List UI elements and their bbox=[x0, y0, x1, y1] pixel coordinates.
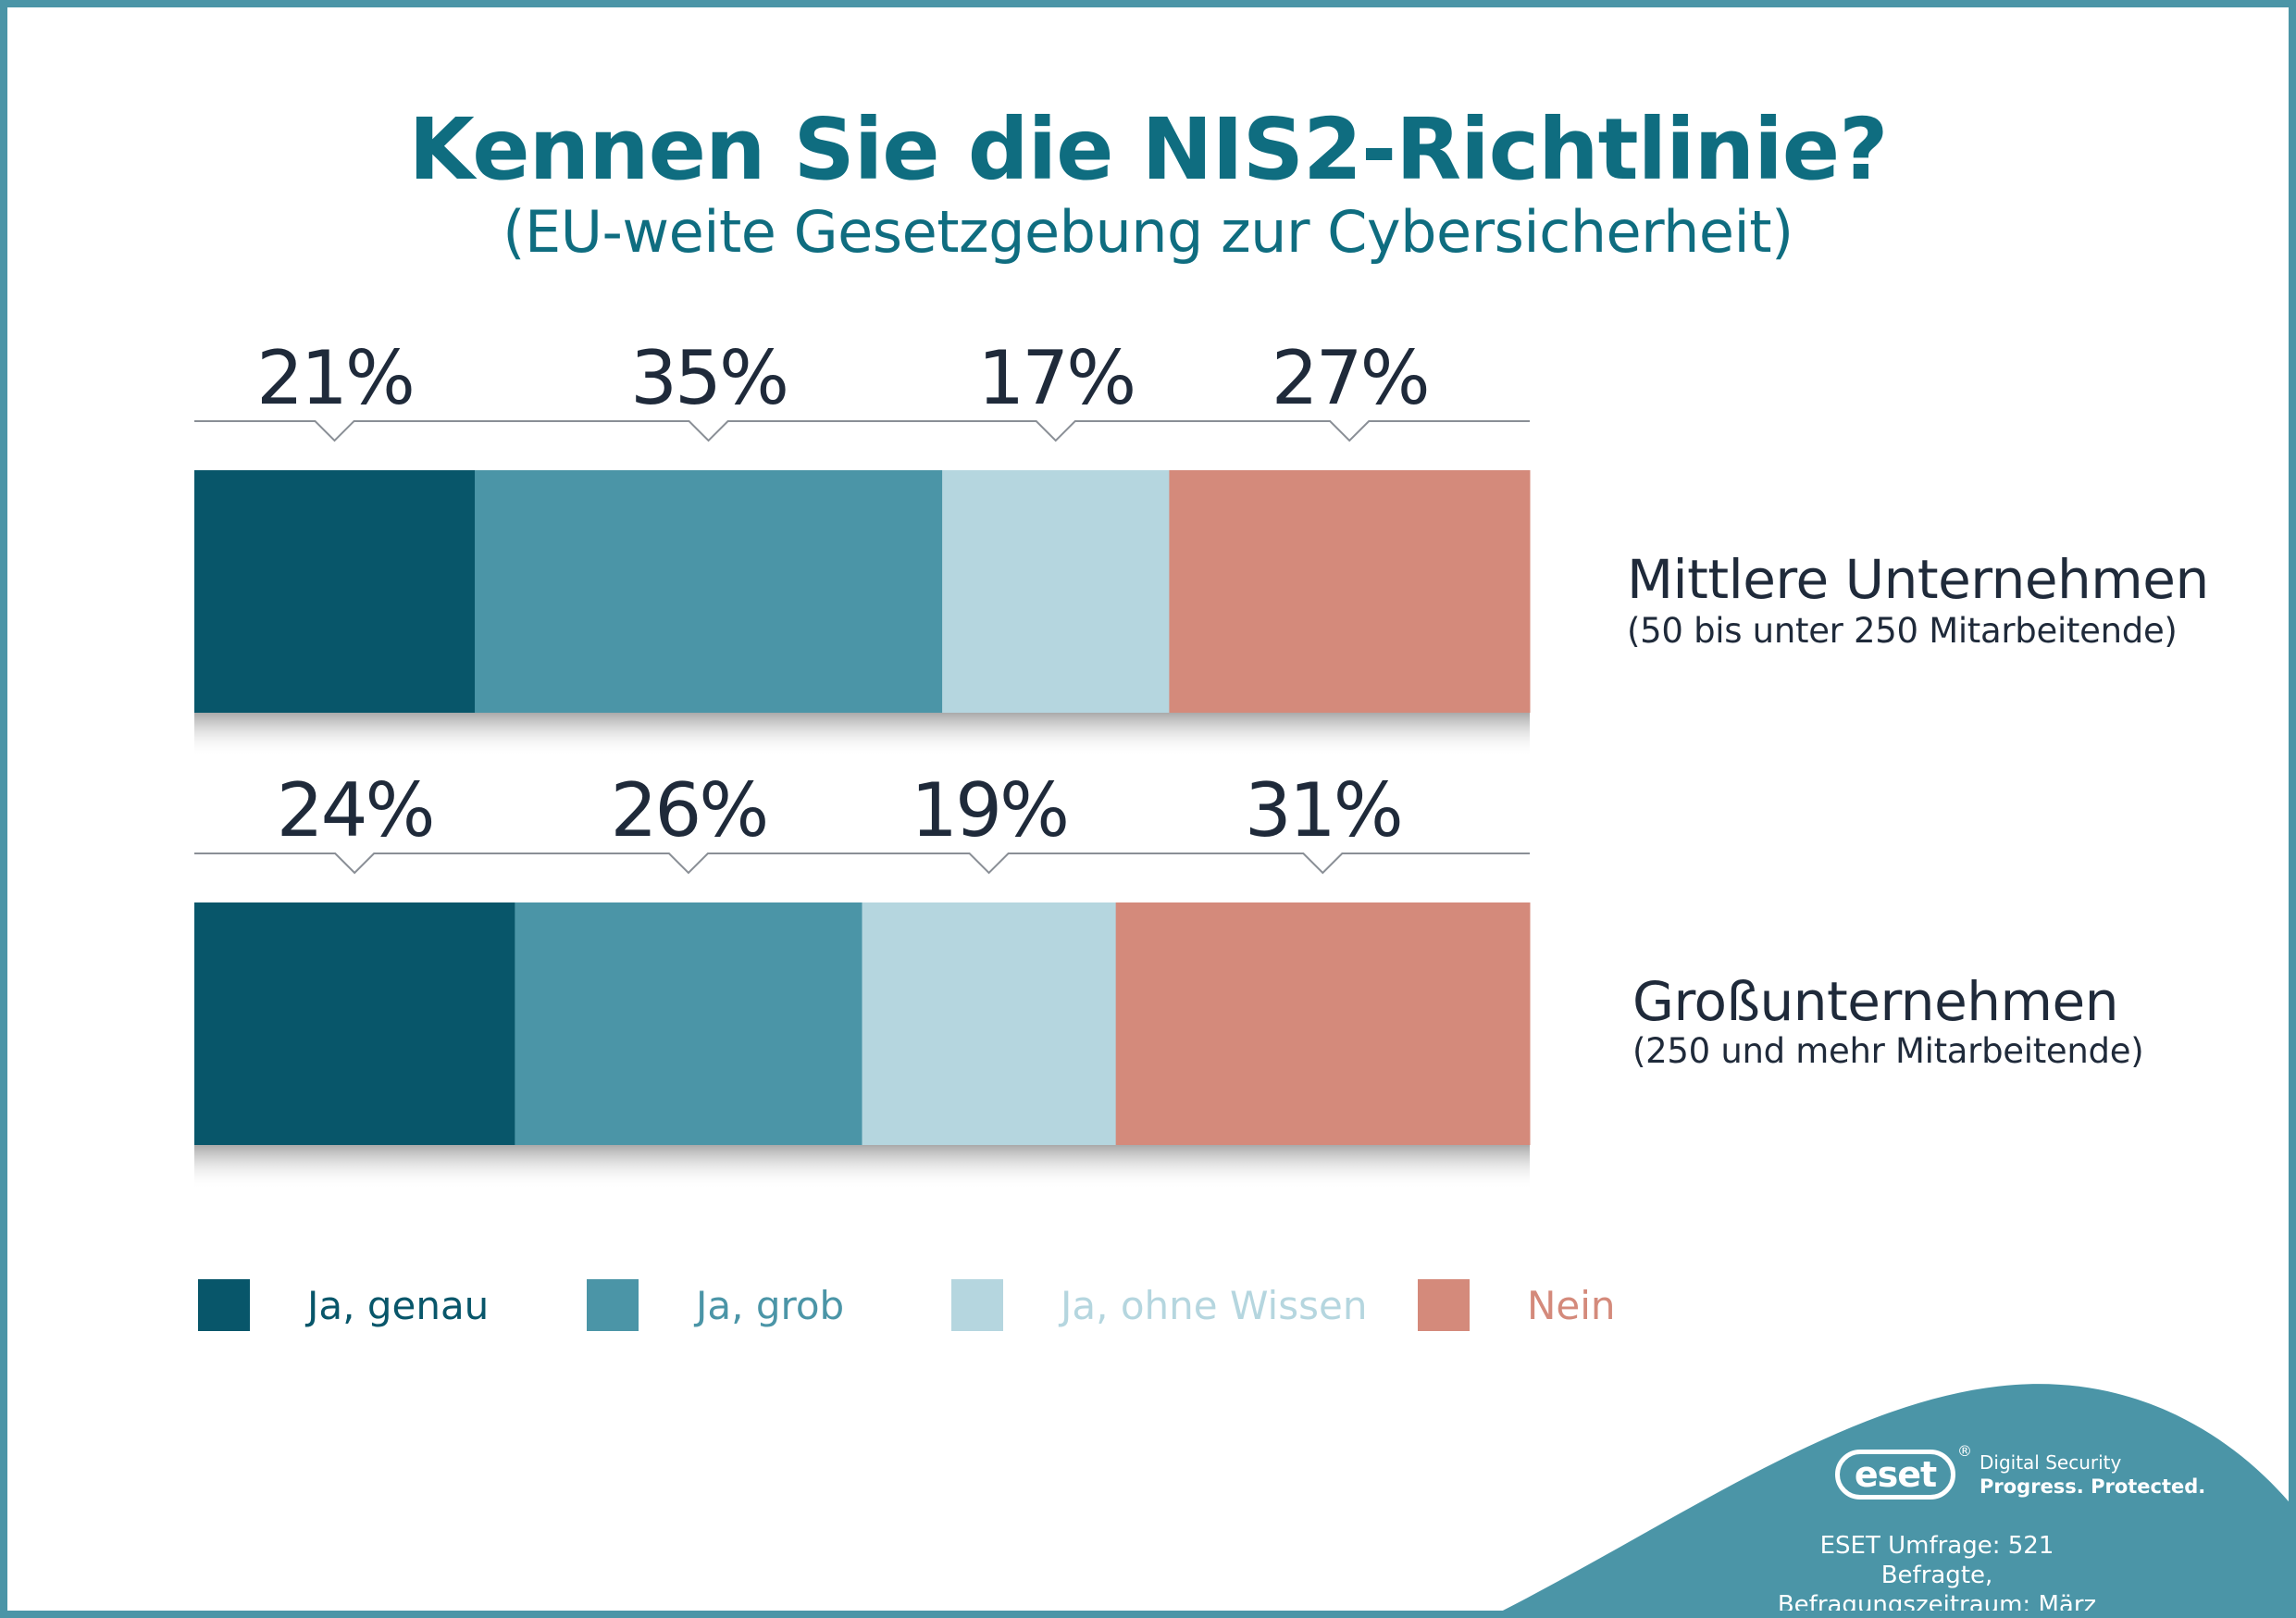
bar-shadow-grossunternehmen bbox=[194, 1145, 1530, 1189]
chart-subtitle: (EU-weite Gesetzgebung zur Cybersicherhe… bbox=[503, 198, 1793, 266]
legend-swatch-ja-grob bbox=[587, 1279, 639, 1331]
registered-mark: ® bbox=[1957, 1442, 1972, 1460]
data-label-ja-genau-mittlere-unternehmen: 21% bbox=[256, 335, 413, 421]
callout-line-grossunternehmen bbox=[194, 853, 1530, 875]
bar-segment-nein-grossunternehmen bbox=[1115, 902, 1531, 1145]
callout-line-mittlere-unternehmen bbox=[194, 420, 1530, 442]
eset-logo: eset bbox=[1835, 1450, 1955, 1500]
group-sublabel-grossunternehmen: (250 und mehr Mitarbeitende) bbox=[1632, 1031, 2144, 1071]
legend-label-ja-ohne-wissen: Ja, ohne Wissen bbox=[1061, 1283, 1368, 1328]
group-sublabel-mittlere-unternehmen: (50 bis unter 250 Mitarbeitende) bbox=[1627, 611, 2178, 651]
group-label-mittlere-unternehmen: Mittlere Unternehmen bbox=[1627, 548, 2209, 611]
stacked-bar-chart: 21% 35% 17% 27% 24% 26% 19% 31% bbox=[194, 335, 1531, 1189]
footer-wave bbox=[1502, 1384, 2289, 1611]
data-label-ja-grob-grossunternehmen: 26% bbox=[611, 767, 767, 853]
brand-tagline-2: Progress. Protected. bbox=[1980, 1475, 2206, 1498]
data-label-nein-grossunternehmen: 31% bbox=[1245, 767, 1401, 853]
bar-shadow-mittlere-unternehmen bbox=[194, 713, 1530, 757]
chart-marks: 21% 35% 17% 27% 24% 26% 19% 31% bbox=[194, 335, 1531, 1189]
bar-segment-ja-grob-grossunternehmen bbox=[515, 902, 863, 1145]
bar-segment-nein-mittlere-unternehmen bbox=[1169, 470, 1531, 713]
source-line-1: ESET Umfrage: 521 Befragte, bbox=[1819, 1532, 2054, 1589]
bar-segment-ja-ohne-wissen-mittlere-unternehmen bbox=[942, 470, 1170, 713]
legend-label-ja-grob: Ja, grob bbox=[696, 1283, 845, 1328]
source-line-2: Befragungszeitraum: März 2024 bbox=[1777, 1591, 2097, 1618]
data-label-nein-mittlere-unternehmen: 27% bbox=[1272, 335, 1428, 421]
legend-swatch-nein bbox=[1418, 1279, 1470, 1331]
legend-label-nein: Nein bbox=[1527, 1283, 1616, 1328]
legend-label-ja-genau: Ja, genau bbox=[307, 1283, 490, 1328]
legend-swatch-ja-genau bbox=[198, 1279, 250, 1331]
eset-brand: eset ® Digital Security Progress. Protec… bbox=[1826, 1440, 2215, 1514]
data-label-ja-ohne-wissen-mittlere-unternehmen: 17% bbox=[977, 335, 1134, 421]
data-label-ja-grob-mittlere-unternehmen: 35% bbox=[630, 335, 787, 421]
brand-tagline-1: Digital Security bbox=[1980, 1451, 2122, 1474]
data-label-ja-genau-grossunternehmen: 24% bbox=[277, 767, 433, 853]
bar-segment-ja-ohne-wissen-grossunternehmen bbox=[862, 902, 1117, 1145]
data-label-ja-ohne-wissen-grossunternehmen: 19% bbox=[911, 767, 1067, 853]
legend-swatch-ja-ohne-wissen bbox=[951, 1279, 1003, 1331]
bar-segment-ja-genau-grossunternehmen bbox=[194, 902, 515, 1145]
group-label-grossunternehmen: Großunternehmen bbox=[1632, 970, 2118, 1033]
survey-source: ESET Umfrage: 521 Befragte, Befragungsze… bbox=[1766, 1531, 2108, 1618]
bar-segment-ja-genau-mittlere-unternehmen bbox=[194, 470, 476, 713]
bar-segment-ja-grob-mittlere-unternehmen bbox=[475, 470, 943, 713]
chart-title: Kennen Sie die NIS2-Richtlinie? bbox=[408, 100, 1889, 199]
